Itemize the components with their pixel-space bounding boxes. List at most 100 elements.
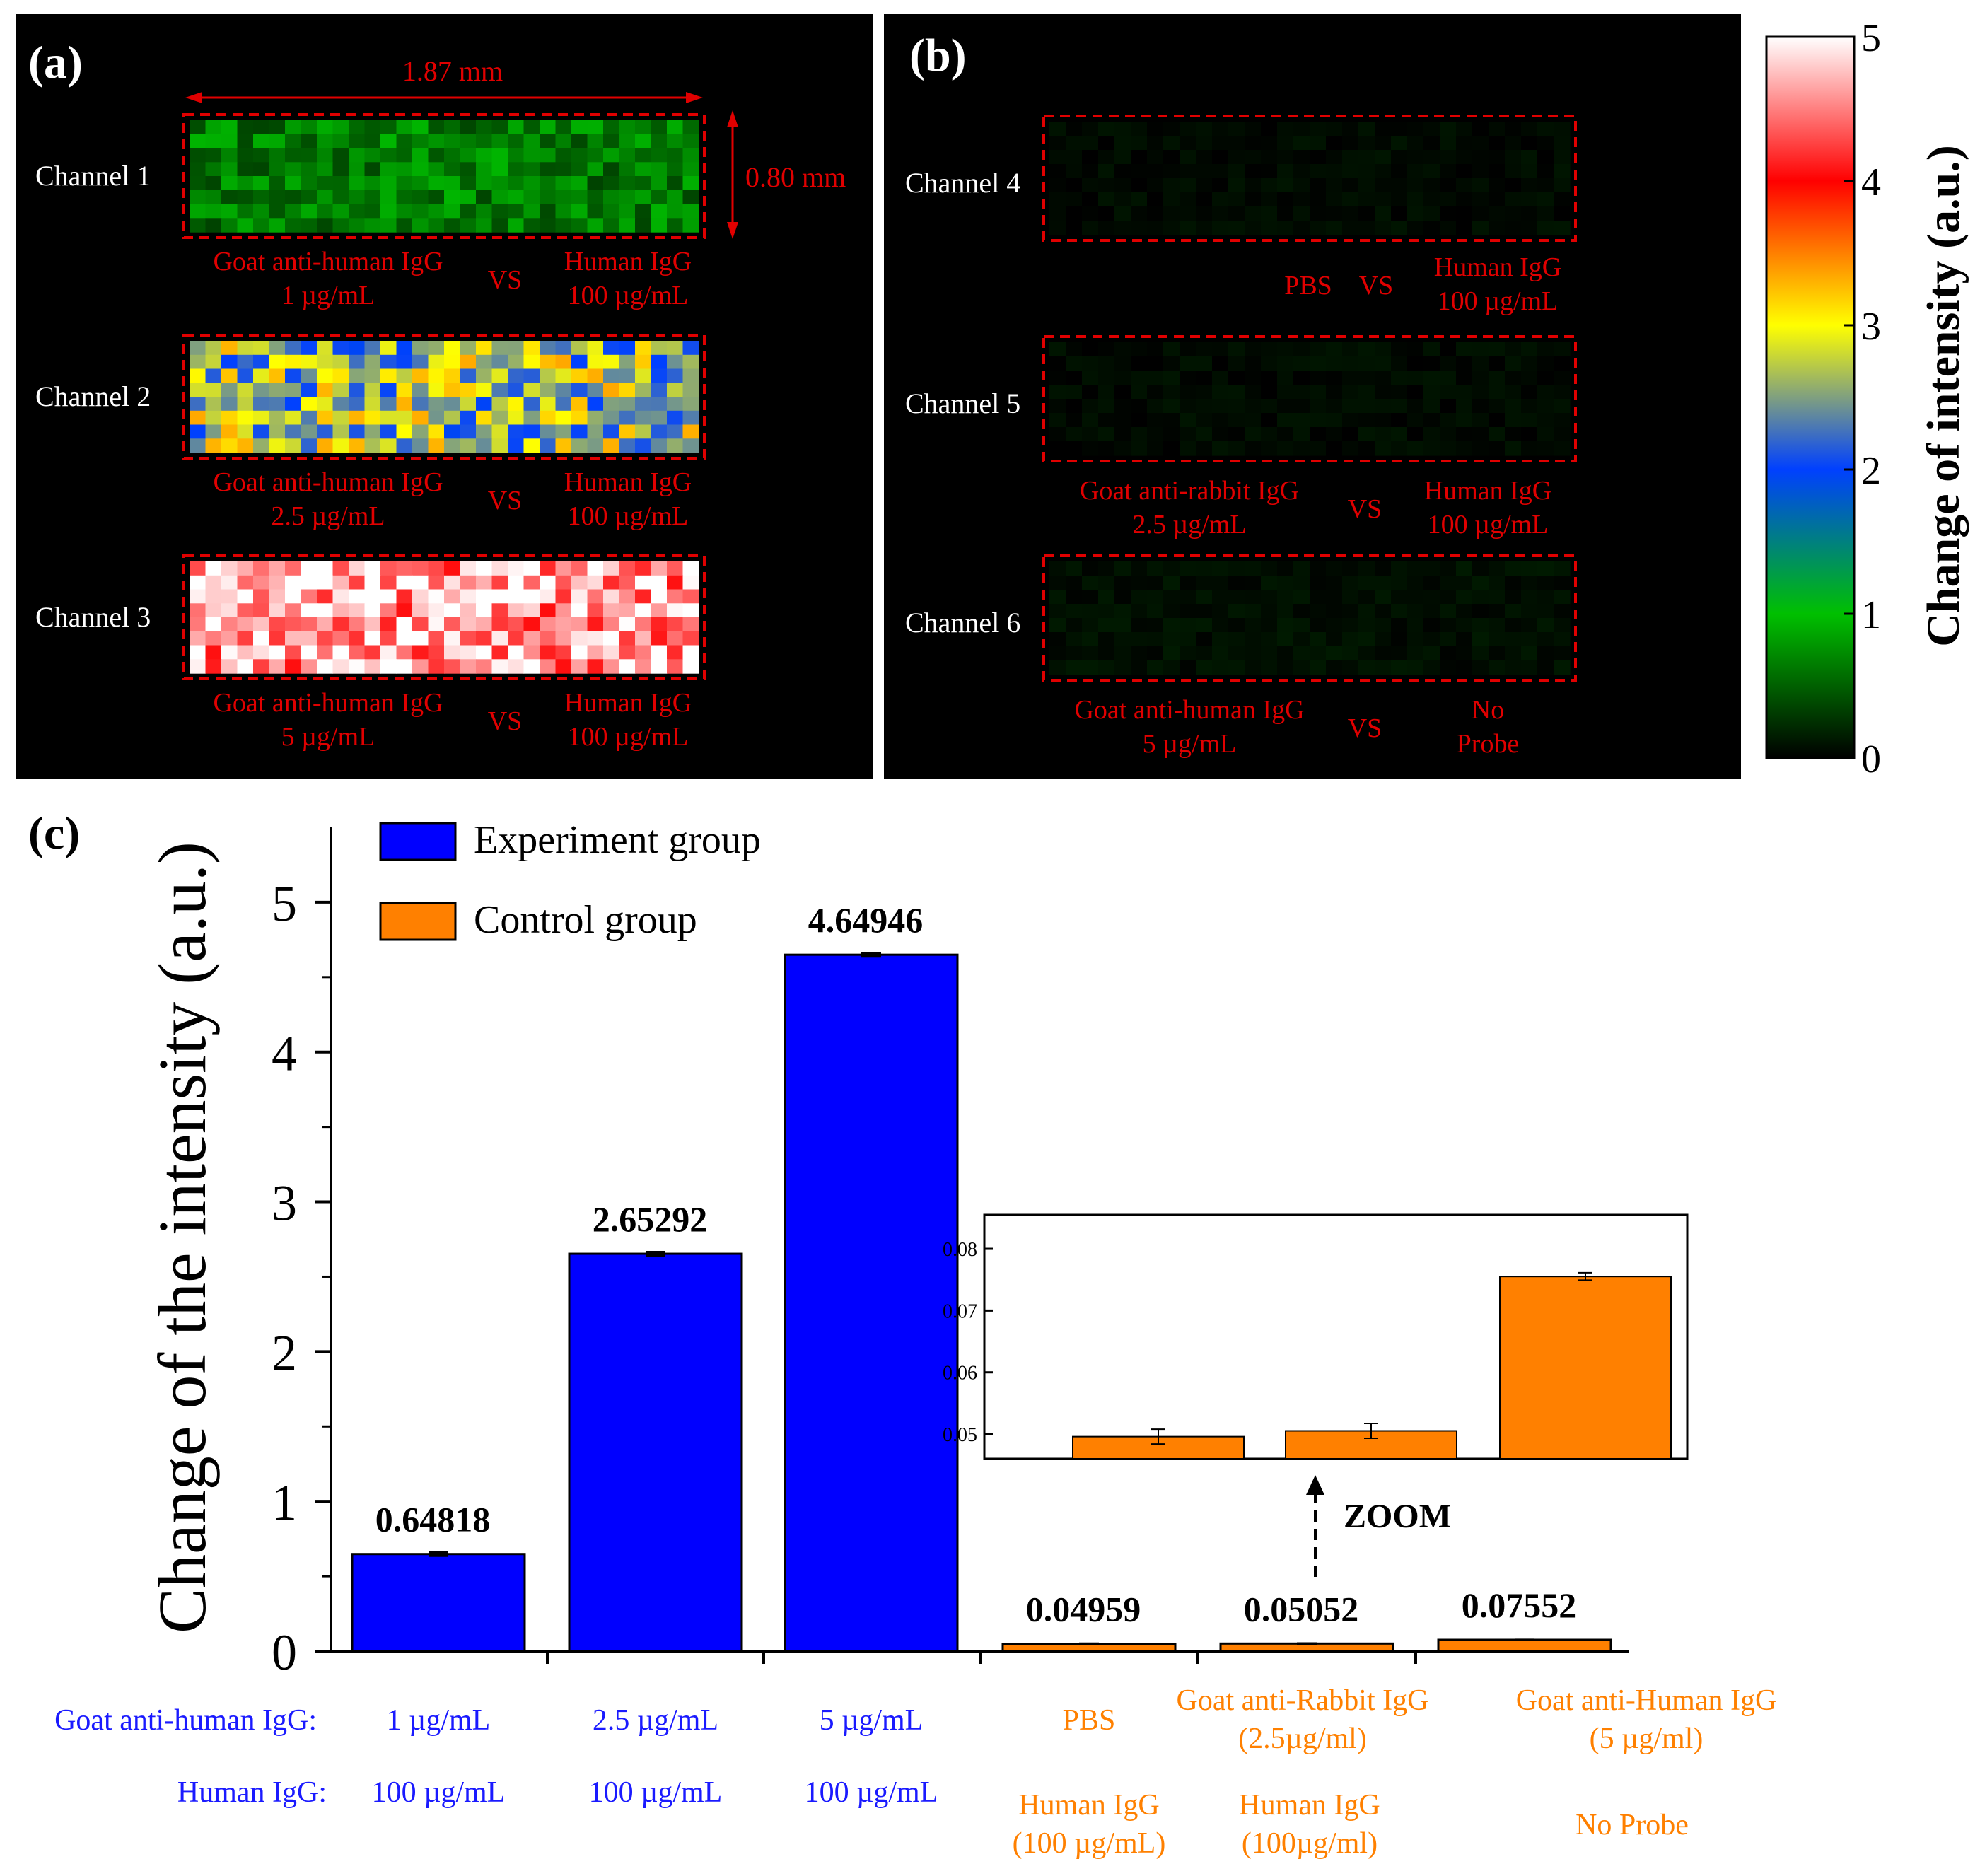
- heatmap-cell: [1489, 206, 1506, 221]
- heatmap-cell: [349, 190, 366, 205]
- heatmap-cell: [1114, 646, 1131, 661]
- heatmap-cell: [1098, 413, 1115, 428]
- heatmap-cell: [301, 134, 318, 149]
- heatmap-cell: [1082, 590, 1099, 605]
- heatmap-cell: [1098, 576, 1115, 590]
- heatmap-cell: [237, 218, 254, 233]
- channel-roi-box: [182, 334, 706, 460]
- heatmap-cell: [1521, 371, 1538, 385]
- heatmap-cell: [1342, 356, 1359, 371]
- channel-probe-line1: Goat anti-human IgG: [213, 688, 443, 718]
- heatmap-cell: [349, 397, 366, 412]
- heatmap-cell: [1131, 660, 1148, 675]
- heatmap-cell: [1114, 399, 1131, 414]
- heatmap-cell: [555, 589, 572, 604]
- heatmap-cell: [1440, 646, 1457, 661]
- heatmap-cell: [269, 438, 286, 453]
- heatmap-cell: [508, 438, 525, 453]
- heatmap-cell: [619, 176, 636, 191]
- heatmap-cell: [1326, 150, 1343, 165]
- heatmap-cell: [460, 218, 477, 233]
- heatmap-cell: [1147, 576, 1164, 590]
- heatmap-cell: [301, 438, 318, 453]
- heatmap-cell: [285, 603, 302, 618]
- heatmap-cell: [667, 645, 684, 660]
- heatmap-cell: [1114, 356, 1131, 371]
- heatmap-cell: [1505, 576, 1522, 590]
- heatmap-cell: [1147, 192, 1164, 207]
- heatmap-cell: [396, 341, 413, 356]
- heatmap-cell: [460, 368, 477, 383]
- heatmap-cell: [1489, 371, 1506, 385]
- heatmap-cell: [1066, 356, 1083, 371]
- heatmap-cell: [619, 162, 636, 177]
- heatmap-cell: [1196, 660, 1213, 675]
- heatmap-cell: [619, 659, 636, 674]
- heatmap-cell: [1066, 441, 1083, 456]
- heatmap-channel-6: [1049, 561, 1571, 675]
- heatmap-cell: [396, 204, 413, 219]
- heatmap-cell: [1554, 385, 1571, 400]
- heatmap-cell: [651, 354, 668, 370]
- heatmap-cell: [1049, 371, 1066, 385]
- heatmap-cell: [364, 354, 381, 370]
- heatmap-cell: [285, 368, 302, 383]
- heatmap-cell: [1180, 356, 1196, 371]
- heatmap-cell: [237, 383, 254, 397]
- heatmap-cell: [1066, 604, 1083, 619]
- heatmap-cell: [1505, 604, 1522, 619]
- heatmap-cell: [1293, 122, 1310, 136]
- heatmap-cell: [412, 368, 429, 383]
- heatmap-cell: [1391, 342, 1408, 357]
- heatmap-cell: [540, 397, 557, 412]
- heatmap-cell: [1228, 632, 1245, 647]
- heatmap-cell: [190, 162, 206, 177]
- heatmap-cell: [396, 561, 413, 576]
- heatmap-cell: [349, 120, 366, 135]
- heatmap-cell: [1472, 122, 1489, 136]
- heatmap-cell: [428, 176, 445, 191]
- heatmap-cell: [1212, 178, 1229, 193]
- heatmap-cell: [1537, 632, 1554, 647]
- heatmap-cell: [1196, 561, 1213, 576]
- heatmap-cell: [571, 410, 588, 426]
- heatmap-cell: [491, 631, 508, 646]
- heatmap-cell: [603, 410, 620, 426]
- heatmap-cell: [555, 368, 572, 383]
- heatmap-cell: [476, 410, 493, 426]
- heatmap-cell: [253, 341, 270, 356]
- heatmap-cell: [508, 410, 525, 426]
- heatmap-cell: [1147, 441, 1164, 456]
- heatmap-cell: [396, 120, 413, 135]
- heatmap-cell: [476, 176, 493, 191]
- heatmap-cell: [1537, 646, 1554, 661]
- heatmap-cell: [540, 218, 557, 233]
- heatmap-cell: [1277, 646, 1294, 661]
- heatmap-cell: [1391, 164, 1408, 179]
- heatmap-cell: [285, 561, 302, 576]
- heatmap-cell: [1407, 632, 1424, 647]
- heatmap-cell: [619, 383, 636, 397]
- heatmap-cell: [285, 659, 302, 674]
- heatmap-cell: [317, 575, 334, 590]
- heatmap-cell: [253, 397, 270, 412]
- heatmap-cell: [555, 645, 572, 660]
- heatmap-cell: [619, 645, 636, 660]
- heatmap-cell: [1180, 618, 1196, 633]
- category-target-label: Human IgG: [1018, 1789, 1159, 1822]
- heatmap-cell: [682, 645, 699, 660]
- heatmap-cell: [380, 204, 397, 219]
- heatmap-cell: [619, 120, 636, 135]
- heatmap-cell: [1537, 342, 1554, 357]
- heatmap-cell: [301, 176, 318, 191]
- heatmap-cell: [1277, 385, 1294, 400]
- heatmap-cell: [1358, 371, 1375, 385]
- heatmap-cell: [301, 354, 318, 370]
- heatmap-cell: [603, 659, 620, 674]
- heatmap-cell: [508, 631, 525, 646]
- heatmap-cell: [1407, 590, 1424, 605]
- heatmap-cell: [444, 631, 461, 646]
- heatmap-cell: [571, 148, 588, 163]
- heatmap-cell: [523, 218, 540, 233]
